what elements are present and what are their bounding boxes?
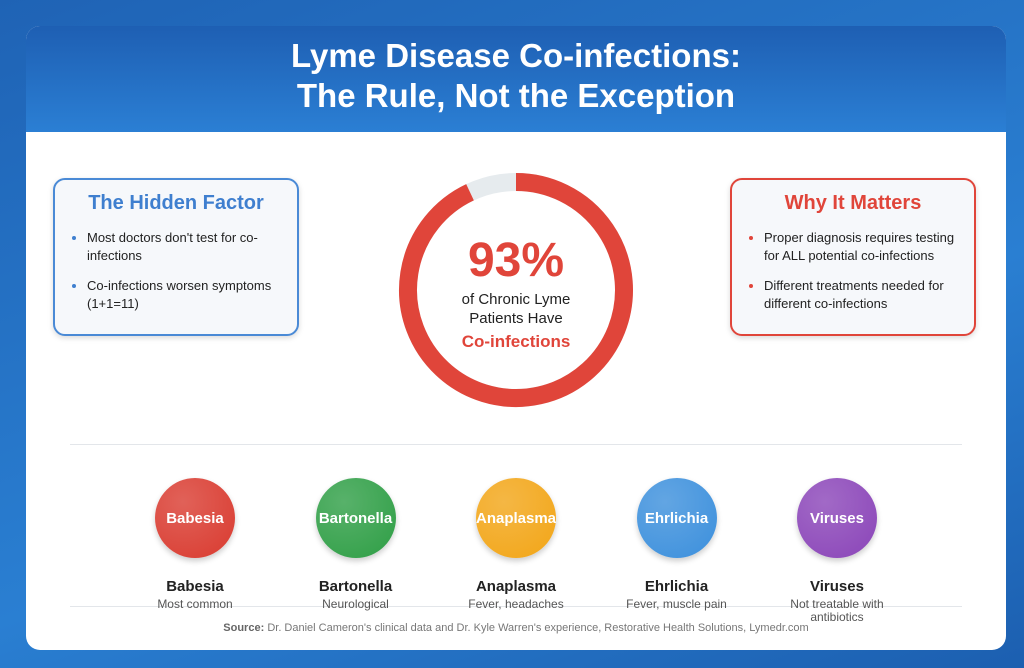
source-text: Dr. Daniel Cameron's clinical data and D… bbox=[267, 622, 809, 634]
donut-center: 93% of Chronic Lyme Patients Have Co-inf… bbox=[426, 236, 606, 352]
infection-note: Fever, headaches bbox=[468, 597, 564, 611]
infection-name: Bartonella bbox=[318, 578, 393, 595]
info-box: Why It Matters Proper diagnosis requires… bbox=[730, 178, 976, 336]
bullet: Different treatments needed for differen… bbox=[764, 277, 956, 313]
infection: Ehrlichia Ehrlichia Fever, muscle pain bbox=[597, 478, 757, 611]
badge: Anaplasma bbox=[476, 478, 556, 558]
divider bbox=[70, 606, 962, 607]
infection-name: Babesia bbox=[166, 578, 224, 595]
donut-arc bbox=[399, 173, 633, 407]
infection: Anaplasma Anaplasma Fever, headaches bbox=[436, 478, 596, 611]
source: Source: Dr. Daniel Cameron's clinical da… bbox=[26, 622, 1006, 634]
bullet: Proper diagnosis requires testing for AL… bbox=[764, 229, 956, 265]
stat-value: 93% bbox=[467, 234, 565, 287]
title: Lyme Disease Co-infections: bbox=[291, 37, 741, 74]
infection-note: Neurological bbox=[322, 597, 389, 611]
infection: Babesia Babesia Most common bbox=[115, 478, 275, 611]
badge: Bartonella bbox=[315, 478, 396, 558]
donut bbox=[399, 173, 633, 407]
info-box: The Hidden Factor Most doctors don't tes… bbox=[53, 178, 299, 336]
bullet: Most doctors don't test for co-infection… bbox=[87, 229, 279, 265]
stat-highlight: Co-infections bbox=[461, 332, 571, 351]
infection: Bartonella Bartonella Neurological bbox=[276, 478, 436, 611]
infection: Viruses Viruses Not treatable with antibio… bbox=[757, 478, 917, 624]
infection-note: Most common bbox=[157, 597, 233, 611]
source-label: Source: bbox=[223, 622, 265, 634]
infection-name: Viruses bbox=[810, 578, 864, 595]
box-title: Why It Matters bbox=[784, 192, 922, 214]
infection-note: Not treatable with antibiotics bbox=[790, 597, 884, 624]
bullet: Co-infections worsen symptoms (1+1=11) bbox=[87, 277, 279, 313]
badge: Babesia bbox=[155, 478, 235, 558]
infection-name: Ehrlichia bbox=[644, 578, 709, 595]
divider bbox=[70, 444, 962, 445]
header: Lyme Disease Co-infections: The Rule, No… bbox=[26, 26, 1006, 132]
title: The Rule, Not the Exception bbox=[296, 77, 736, 114]
infection-note: Fever, muscle pain bbox=[626, 597, 727, 611]
badge: Viruses bbox=[797, 478, 877, 558]
badge: Ehrlichia bbox=[636, 478, 717, 558]
box-title: The Hidden Factor bbox=[88, 192, 264, 214]
infection-name: Anaplasma bbox=[475, 578, 557, 595]
stat-caption: of Chronic Lyme Patients Have bbox=[461, 291, 571, 327]
card: Lyme Disease Co-infections: The Rule, No… bbox=[26, 26, 1006, 650]
